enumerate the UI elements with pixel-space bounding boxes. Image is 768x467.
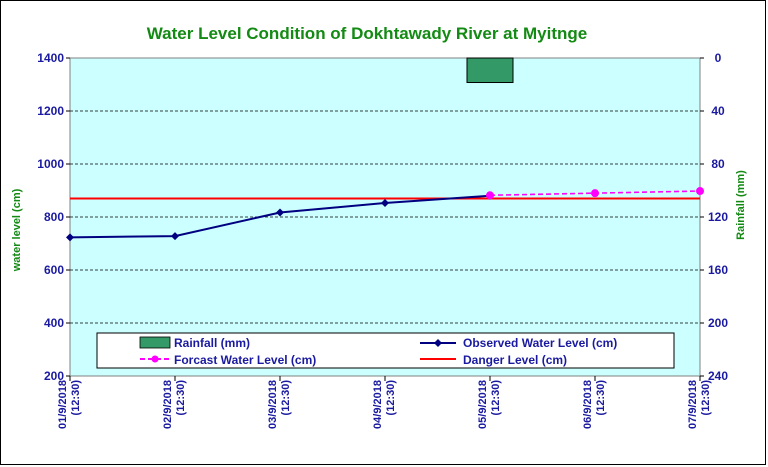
y-axis-label: water level (cm) bbox=[11, 188, 23, 272]
x-tick-time: (12:30) bbox=[70, 380, 82, 416]
y2-tick-label: 240 bbox=[708, 369, 728, 383]
y2-tick-label: 200 bbox=[708, 316, 728, 330]
x-tick-time: (12:30) bbox=[700, 380, 712, 416]
y-tick-label: 400 bbox=[44, 316, 64, 330]
y2-tick-label: 80 bbox=[711, 157, 725, 171]
observed-point bbox=[66, 233, 74, 242]
x-tick-date: 05/9/2018 bbox=[477, 380, 489, 429]
x-tick-date: 02/9/2018 bbox=[162, 380, 174, 429]
right-axis-ticks: 0 40 80 120 160 200 240 bbox=[700, 51, 728, 383]
y-tick-label: 1400 bbox=[37, 51, 64, 65]
y-tick-label: 1200 bbox=[37, 104, 64, 118]
y2-tick-label: 120 bbox=[708, 210, 728, 224]
forecast-series bbox=[486, 187, 704, 200]
legend-forecast-marker bbox=[151, 355, 159, 363]
x-tick-time: (12:30) bbox=[595, 380, 607, 416]
left-axis-ticks: 200 400 600 800 1000 1200 1400 bbox=[37, 51, 70, 383]
legend-box bbox=[96, 332, 675, 369]
y2-axis-label: Rainfall (mm) bbox=[735, 170, 747, 240]
legend-danger-label: Danger Level (cm) bbox=[463, 353, 567, 367]
y-tick-label: 800 bbox=[44, 210, 64, 224]
chart-title: Water Level Condition of Dokhtawady Rive… bbox=[147, 24, 587, 43]
x-tick-date: 06/9/2018 bbox=[582, 380, 594, 429]
observed-point bbox=[381, 198, 389, 207]
y-tick-label: 1000 bbox=[37, 157, 64, 171]
x-tick-date: 03/9/2018 bbox=[267, 380, 279, 429]
rainfall-bars bbox=[466, 57, 514, 84]
x-tick-time: (12:30) bbox=[175, 380, 187, 416]
observed-point bbox=[171, 232, 179, 241]
gridlines bbox=[70, 110, 700, 324]
legend-forecast-label: Forcast Water Level (cm) bbox=[174, 353, 316, 367]
forecast-point bbox=[486, 191, 494, 200]
x-tick-time: (12:30) bbox=[280, 380, 292, 416]
x-tick-time: (12:30) bbox=[490, 380, 502, 416]
rainfall-bar bbox=[466, 57, 514, 84]
legend-rainfall-swatch bbox=[139, 336, 171, 349]
observed-point bbox=[276, 208, 284, 217]
y2-tick-label: 40 bbox=[711, 104, 725, 118]
legend-observed-marker bbox=[434, 339, 442, 347]
x-tick-date: 01/9/2018 bbox=[57, 380, 69, 429]
y2-tick-label: 0 bbox=[715, 51, 722, 65]
x-tick-date: 04/9/2018 bbox=[372, 380, 384, 429]
x-tick-time: (12:30) bbox=[385, 380, 397, 416]
legend: Rainfall (mm) Observed Water Level (cm) … bbox=[96, 332, 675, 369]
y-tick-label: 600 bbox=[44, 263, 64, 277]
legend-rainfall-label: Rainfall (mm) bbox=[174, 336, 250, 350]
x-axis-ticks: 01/9/2018 (12:30) 02/9/2018 (12:30) 03/9/201… bbox=[57, 376, 712, 429]
forecast-point bbox=[591, 189, 599, 198]
y-tick-label: 200 bbox=[44, 369, 64, 383]
forecast-point bbox=[696, 187, 704, 196]
legend-observed-label: Observed Water Level (cm) bbox=[463, 336, 617, 350]
x-tick-date: 07/9/2018 bbox=[687, 380, 699, 429]
y2-tick-label: 160 bbox=[708, 263, 728, 277]
